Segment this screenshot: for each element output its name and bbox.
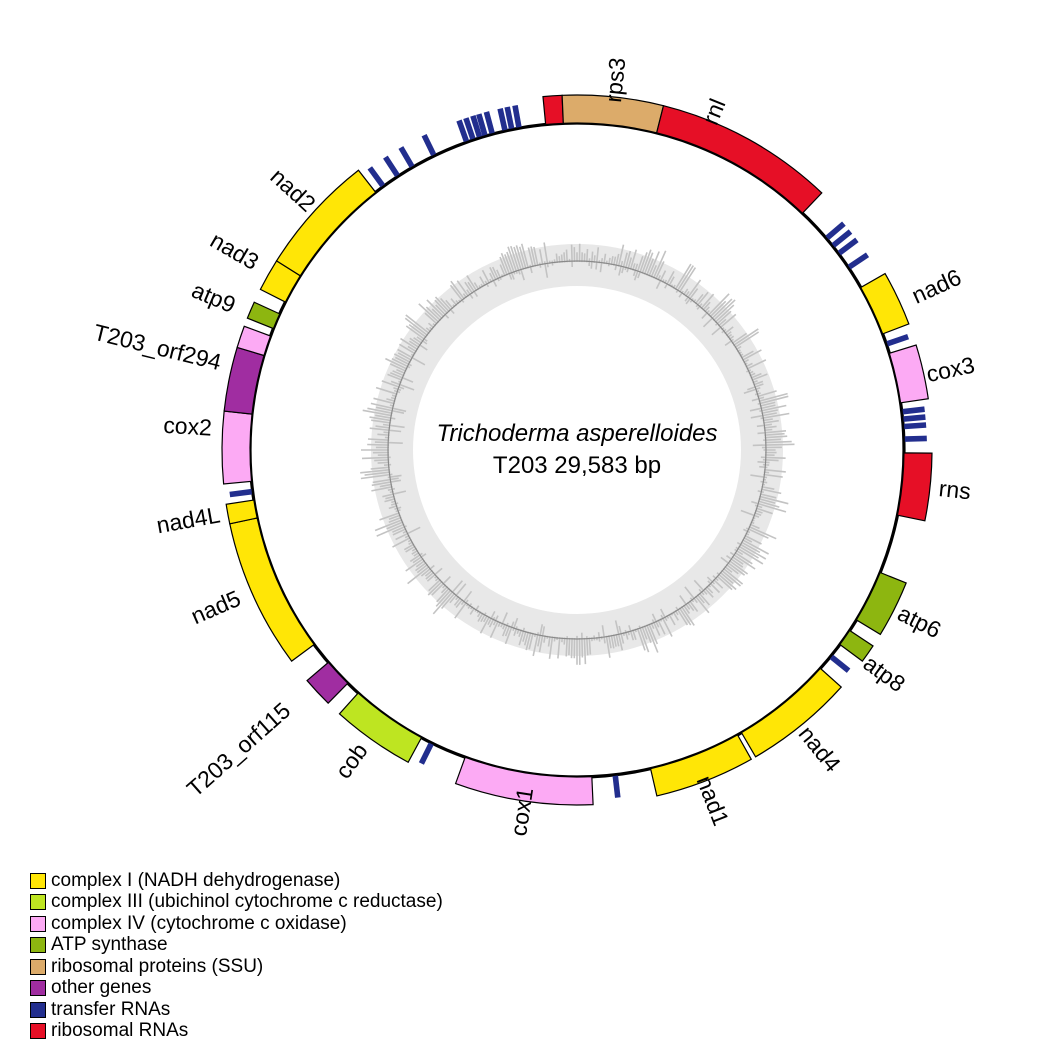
trna-tick (902, 406, 925, 415)
trna-tick (476, 113, 488, 136)
legend-item-complex3: complex III (ubichinol cytochrome c redu… (30, 891, 443, 914)
legend-item-complex4: complex IV (cytochrome c oxidase) (30, 913, 443, 935)
legend-item-ribosomal_protein: ribosomal proteins (SSU) (30, 956, 443, 978)
legend-label-complex4: complex IV (cytochrome c oxidase) (51, 912, 347, 934)
gene-label-cox3: cox3 (924, 351, 977, 387)
organism-name: Trichoderma asperelloides (436, 420, 718, 447)
legend-swatch-ribosomal_protein (30, 958, 46, 975)
gene-arc-nad4L (225, 499, 258, 525)
trna-tick (612, 775, 621, 798)
gc-ring-band (371, 244, 783, 656)
trna-tick (504, 106, 515, 130)
gene-label-atp6: atp6 (894, 600, 946, 643)
gene-arc-cob (338, 692, 423, 764)
gene-arc-rnl (655, 104, 823, 215)
gene-arc-rns (896, 452, 933, 522)
gene-arc-T203_orf294 (223, 346, 265, 415)
gene-arc-T203_orf115 (306, 661, 349, 705)
gene-arc-nad4 (740, 667, 843, 758)
trna-tick (398, 146, 415, 168)
trna-tick (483, 111, 495, 134)
gene-label-nad6: nad6 (908, 264, 965, 309)
legend-swatch-other (30, 980, 46, 997)
trna-tick (497, 107, 508, 131)
legend-swatch-atp_synthase (30, 937, 46, 954)
legend-label-complex3: complex III (ubichinol cytochrome c redu… (51, 891, 443, 913)
legend-swatch-trna (30, 1001, 46, 1018)
gene-label-rns: rns (938, 475, 972, 504)
trna-tick (470, 114, 483, 138)
gc-content-ring (360, 242, 795, 665)
legend-swatch-complex1 (30, 872, 46, 889)
gene-arc-nad1 (649, 734, 753, 797)
trna-tick (463, 117, 476, 140)
gene-arcs (221, 94, 933, 806)
gene-label-nad5: nad5 (187, 585, 244, 629)
legend: complex I (NADH dehydrogenase) complex II… (30, 870, 443, 1042)
legend-swatch-complex3 (30, 894, 46, 911)
gene-arc-nad6 (859, 272, 910, 335)
gene-arc-cox2 (221, 410, 253, 485)
gene-arc-cox3 (888, 344, 929, 404)
gene-label-cox2: cox2 (163, 412, 213, 441)
gene-label-nad2: nad2 (265, 163, 320, 217)
trna-tick (904, 422, 927, 430)
gene-arc-atp8 (839, 629, 874, 662)
trna-tick (837, 237, 859, 256)
trna-tick (903, 414, 926, 422)
legend-item-rrna: ribosomal RNAs (30, 1020, 443, 1043)
legend-label-atp_synthase: ATP synthase (51, 934, 168, 956)
legend-item-trna: transfer RNAs (30, 999, 443, 1021)
trna-tick (512, 105, 522, 128)
gene-arc-nad5 (229, 517, 315, 662)
legend-label-rrna: ribosomal RNAs (51, 1020, 189, 1042)
gene-label-nad4: nad4 (794, 721, 847, 777)
gc-ring-baseline (387, 260, 767, 640)
gene-arc-cox1 (454, 756, 594, 806)
gene-arc-rnl-exon1 (542, 94, 564, 126)
legend-swatch-complex4 (30, 915, 46, 932)
gene-label-atp8: atp8 (859, 650, 910, 697)
trna-tick (229, 488, 253, 498)
gene-label-nad4L: nad4L (154, 501, 222, 538)
legend-label-complex1: complex I (NADH dehydrogenase) (51, 869, 341, 891)
gene-arc-nad2 (275, 169, 377, 277)
trna-tick (904, 435, 927, 442)
gene-arc-cox2-exon2 (236, 325, 272, 357)
gene-label-cob: cob (330, 738, 373, 783)
gene-label-nad1: nad1 (692, 772, 735, 829)
legend-item-complex1: complex I (NADH dehydrogenase) (30, 870, 443, 892)
trna-tick (418, 742, 434, 765)
gene-label-atp9: atp9 (188, 277, 239, 318)
legend-item-other: other genes (30, 977, 443, 1000)
gene-label-rps3: rps3 (600, 56, 630, 103)
trna-tick (383, 155, 400, 178)
legend-label-ribosomal_protein: ribosomal proteins (SSU) (51, 955, 264, 977)
legend-label-trna: transfer RNAs (51, 998, 171, 1020)
trna-tick (847, 252, 870, 270)
plot-center-title: Trichoderma asperelloides T203 29,583 bp (436, 419, 717, 481)
legend-item-atp_synthase: ATP synthase (30, 934, 443, 957)
gene-label-T203_orf115: T203_orf115 (182, 697, 296, 802)
gene-arc-atp6 (855, 571, 907, 636)
trna-tick (886, 333, 910, 347)
trna-tick (829, 654, 851, 673)
gene-label-T203_orf294: T203_orf294 (91, 319, 224, 375)
gene-arc-atp9 (246, 301, 281, 330)
trna-tick (831, 229, 853, 248)
trna-tick (825, 221, 846, 241)
legend-label-other: other genes (51, 977, 152, 999)
legend-swatch-rrna (30, 1023, 46, 1040)
gene-label-nad3: nad3 (206, 227, 263, 275)
trna-tick (456, 119, 470, 143)
trna-tick (421, 133, 437, 157)
genome-size-text: T203 29,583 bp (492, 452, 662, 479)
trna-tick (367, 166, 386, 188)
trna-ticks (229, 105, 927, 798)
